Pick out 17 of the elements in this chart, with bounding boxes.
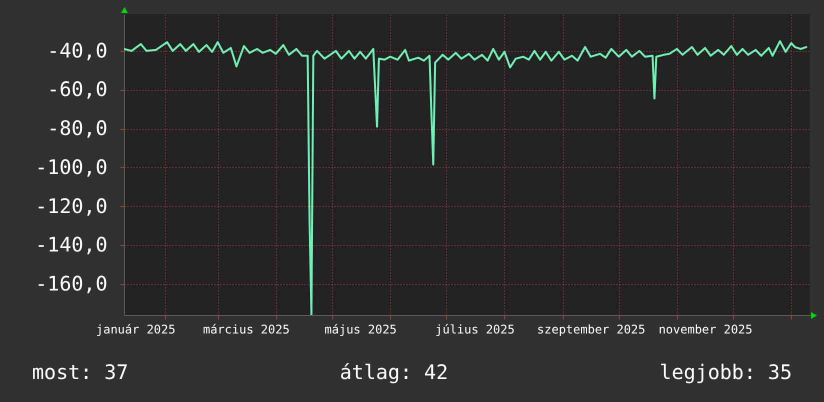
y-tick-label: -160,0: [35, 271, 108, 296]
y-tick-label: -120,0: [35, 194, 108, 218]
x-tick-label: március 2025: [202, 322, 290, 336]
y-tick-label: -140,0: [35, 232, 108, 257]
y-tick-label: -60,0: [47, 77, 108, 102]
text: most: 37: [32, 360, 128, 384]
text: átlag: 42: [340, 360, 448, 384]
x-tick-label: július 2025: [435, 322, 515, 336]
y-tick-label: -40,0: [47, 38, 108, 62]
x-tick-label: május 2025: [324, 322, 397, 336]
x-tick-label: január 2025: [96, 322, 176, 336]
line-series: [124, 40, 808, 315]
y-tick-label: -100,0: [35, 154, 108, 179]
x-tick-label: november 2025: [658, 322, 752, 336]
y-tick-label: -80,0: [47, 116, 108, 140]
text: legjobb: 35: [660, 360, 792, 384]
x-tick-label: szeptember 2025: [537, 322, 646, 336]
